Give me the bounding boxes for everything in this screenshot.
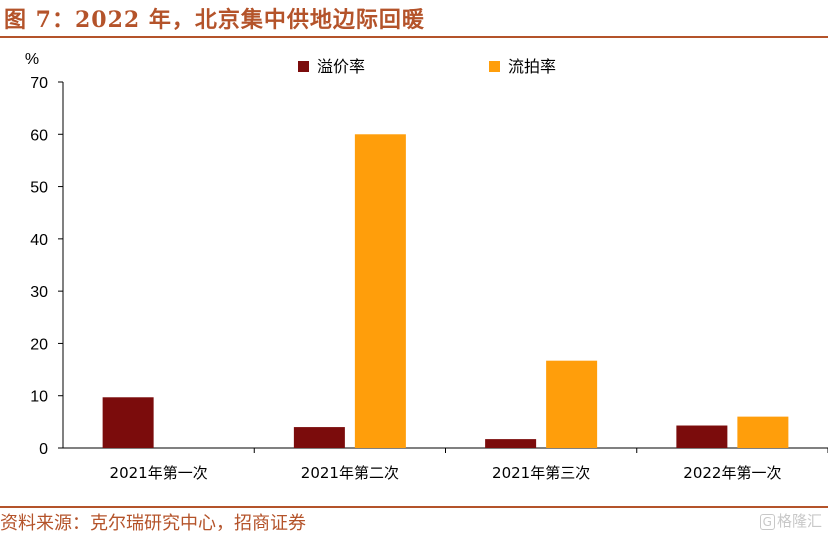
figure-title: 图 7：2022 年，北京集中供地边际回暖 [4, 7, 425, 33]
title-divider [0, 36, 828, 38]
bar-premium-rate [676, 425, 728, 448]
source-note: 资料来源：克尔瑞研究中心，招商证券 [0, 513, 306, 534]
y-axis-label: % [25, 51, 39, 68]
x-tick-label: 2021年第一次 [110, 464, 208, 482]
bar-failed-rate [354, 134, 406, 449]
legend-swatch-premium [298, 61, 309, 72]
watermark: G 格隆汇 [759, 510, 822, 531]
x-tick-label: 2021年第三次 [492, 464, 590, 482]
bar-premium-rate [485, 439, 537, 448]
legend-label-failed: 流拍率 [508, 57, 556, 76]
watermark-text: 格隆汇 [776, 512, 822, 530]
y-tick-label: 60 [30, 127, 48, 144]
watermark-logo-icon: G [759, 514, 775, 530]
bar-premium-rate [293, 427, 345, 448]
y-tick-label: 10 [30, 389, 48, 406]
bar-chart: 0 10 20 30 40 50 60 70% 2021年第一次 2021年第二次 2021年第三次… [25, 51, 828, 482]
chart-bars [102, 134, 789, 449]
source-divider [0, 506, 828, 508]
x-tick-label: 2021年第二次 [301, 464, 399, 482]
bar-failed-rate [737, 416, 789, 448]
y-tick-label: 0 [39, 441, 48, 458]
bar-failed-rate [546, 360, 598, 448]
chart-legend: 溢价率 流拍率 [298, 57, 556, 76]
y-tick-label: 50 [30, 180, 48, 197]
y-tick-label: 70 [30, 75, 48, 92]
y-tick-label: 20 [30, 336, 48, 353]
legend-label-premium: 溢价率 [317, 57, 365, 76]
y-tick-label: 30 [30, 284, 48, 301]
y-tick-label: 40 [30, 232, 48, 249]
x-tick-label: 2022年第一次 [683, 464, 781, 482]
bar-premium-rate [102, 397, 154, 448]
legend-swatch-failed [489, 61, 500, 72]
